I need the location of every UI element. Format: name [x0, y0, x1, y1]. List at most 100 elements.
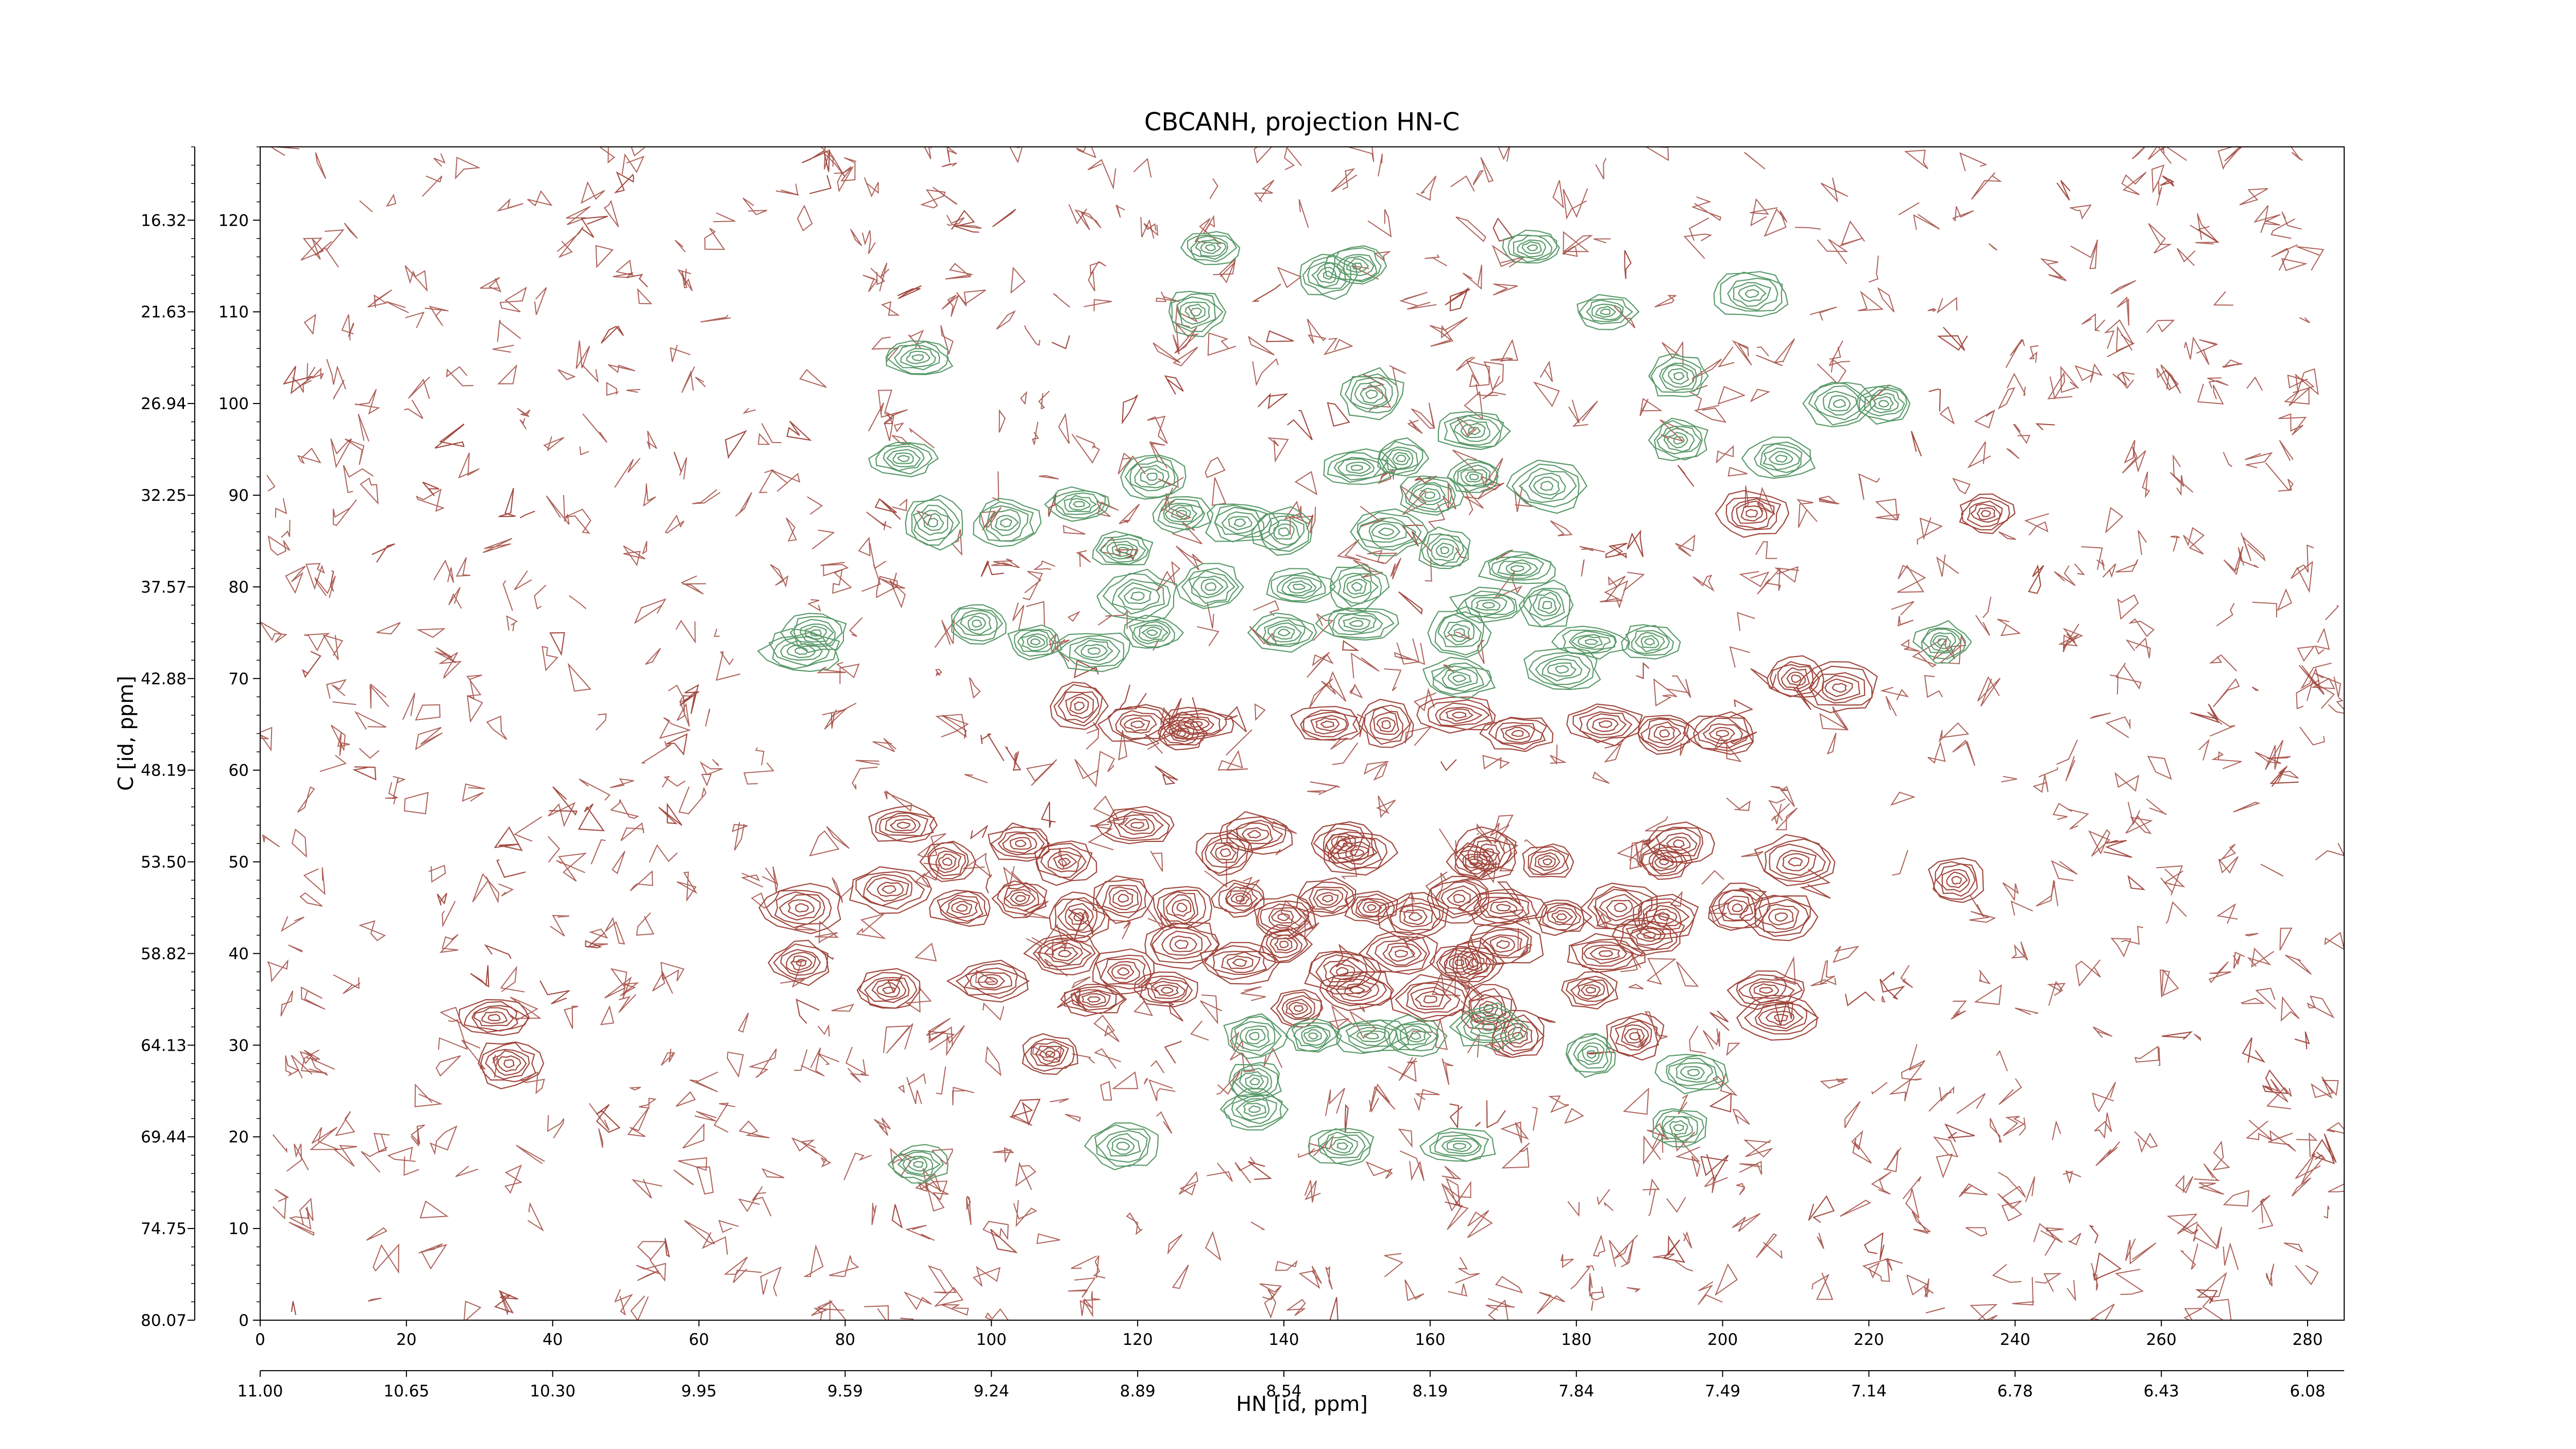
contour-peak	[1633, 894, 1699, 940]
noise-contour	[496, 859, 526, 878]
noise-contour	[2114, 1269, 2144, 1295]
noise-contour	[539, 980, 570, 1005]
noise-contour	[2283, 387, 2310, 407]
contour-peak	[1648, 417, 1709, 461]
noise-contour	[2012, 424, 2030, 444]
noise-contour	[1737, 612, 1755, 631]
contour-peak	[1652, 1108, 1707, 1148]
noise-contour	[970, 824, 989, 840]
noise-contour	[803, 1244, 824, 1277]
y-ppm-axis: 80.07 74.75 69.44 64.13 58.82 53.50 48.19 42.88…	[141, 146, 195, 1330]
noise-contour	[543, 436, 565, 452]
noise-contour	[2326, 1122, 2344, 1134]
noise-contour	[664, 1238, 670, 1258]
noise-contour	[1866, 384, 1890, 405]
noise-contour	[586, 932, 608, 948]
contour-peak	[1856, 384, 1911, 425]
noise-contour	[2053, 803, 2072, 820]
y-index-tick-label: 50	[229, 853, 249, 872]
noise-contour	[549, 786, 578, 816]
noise-contour	[1908, 1044, 1922, 1071]
contour-peak	[1606, 1013, 1665, 1061]
noise-contour	[954, 225, 982, 229]
noise-contour	[2216, 603, 2235, 627]
contour-peak	[1518, 579, 1574, 628]
noise-contour	[2173, 454, 2181, 477]
noise-contour	[1058, 848, 1067, 869]
noise-contour	[1883, 1147, 1902, 1172]
noise-contour	[2093, 1026, 2113, 1038]
noise-contour	[2116, 372, 2135, 389]
noise-contour	[372, 1243, 399, 1274]
contour-peak	[1152, 496, 1214, 534]
noise-contour	[1608, 1239, 1634, 1268]
noise-contour	[852, 766, 878, 790]
noise-contour	[700, 761, 723, 776]
noise-contour	[2223, 1190, 2249, 1207]
x-ppm-axis: 11.00 10.65 10.30 9.95 9.59 9.24 8.89 8.54 8.19 7…	[238, 1370, 2344, 1401]
noise-contour	[1532, 1106, 1538, 1131]
noise-contour	[1374, 250, 1392, 262]
noise-contour	[1683, 1231, 1692, 1249]
noise-contour	[1005, 746, 1022, 771]
noise-contour	[692, 489, 721, 504]
noise-contour	[410, 1128, 419, 1147]
noise-contour	[1414, 1089, 1440, 1111]
noise-contour	[1071, 976, 1091, 989]
noise-contour	[2266, 1263, 2275, 1287]
noise-contour	[548, 836, 561, 863]
noise-contour	[613, 272, 634, 278]
noise-contour	[1143, 1077, 1148, 1085]
noise-contour	[2222, 359, 2243, 368]
contour-peak	[1561, 971, 1619, 1010]
noise-contour	[881, 301, 900, 316]
contour-peak	[1478, 550, 1556, 584]
noise-contour	[1150, 1060, 1165, 1073]
contour-peak	[887, 1143, 948, 1184]
noise-contour	[1648, 1189, 1656, 1216]
noise-contour	[1775, 807, 1798, 831]
noise-contour	[934, 1287, 964, 1307]
noise-contour	[415, 727, 443, 750]
noise-contour	[1010, 266, 1026, 294]
noise-contour	[676, 694, 690, 727]
noise-contour	[868, 402, 885, 432]
y-index-tick-label: 110	[218, 303, 249, 322]
noise-contour	[2161, 147, 2188, 161]
noise-contour	[575, 340, 590, 369]
noise-contour	[627, 1108, 649, 1137]
noise-contour	[609, 799, 639, 819]
contour-peak	[1266, 568, 1336, 603]
noise-contour	[319, 754, 347, 772]
noise-contour	[2127, 875, 2146, 890]
noise-contour	[354, 389, 380, 415]
contour-peak	[1285, 1018, 1342, 1053]
noise-contour	[2300, 662, 2332, 689]
noise-contour	[2180, 1243, 2198, 1270]
noise-contour	[1880, 686, 1909, 701]
noise-contour	[649, 844, 678, 863]
noise-contour	[908, 1073, 926, 1085]
noise-contour	[367, 289, 393, 308]
noise-contour	[1592, 1234, 1606, 1257]
noise-contour	[952, 1087, 975, 1106]
noise-contour	[504, 1165, 523, 1194]
noise-contour	[1407, 419, 1423, 434]
noise-contour	[845, 1047, 867, 1075]
noise-contour	[606, 382, 619, 396]
noise-contour	[366, 1227, 387, 1241]
noise-contour	[760, 1266, 782, 1296]
noise-contour	[820, 147, 834, 167]
noise-contour	[673, 451, 682, 472]
x-ppm-tick-label: 9.59	[827, 1382, 863, 1401]
noise-contour	[914, 942, 937, 962]
noise-contour	[684, 1220, 716, 1245]
noise-contour	[2050, 860, 2078, 881]
noise-contour	[946, 1025, 965, 1057]
noise-contour	[1810, 978, 1837, 987]
noise-contour	[2295, 368, 2319, 396]
contour-peak	[1308, 1127, 1375, 1166]
noise-contour	[673, 1169, 694, 1186]
noise-contour	[1659, 419, 1688, 442]
noise-contour	[483, 538, 513, 553]
